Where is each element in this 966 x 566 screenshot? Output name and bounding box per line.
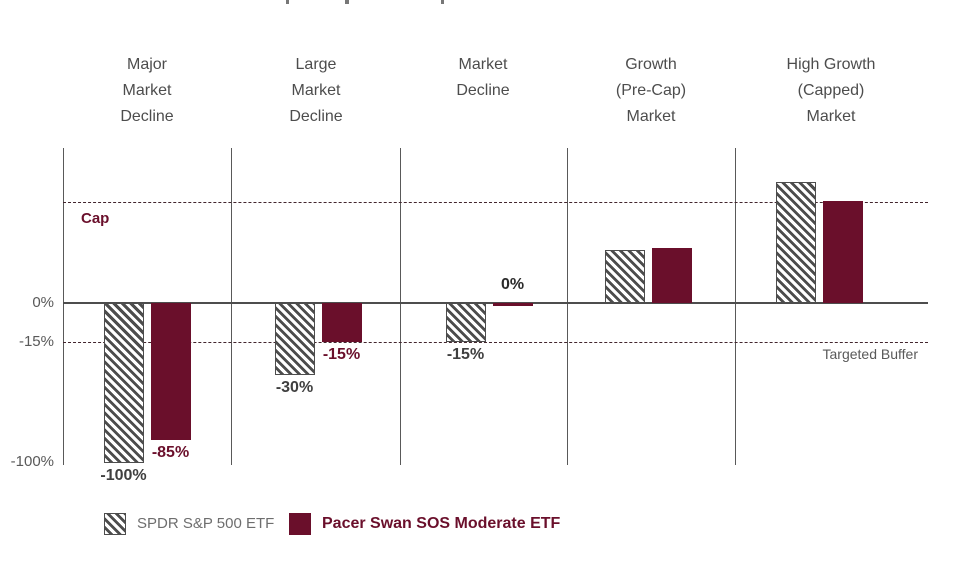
column-separator <box>400 148 401 465</box>
column-header: Large Market Decline <box>289 56 343 125</box>
column-header: High Growth (Capped) Market <box>786 56 876 125</box>
bar-pacer-3 <box>492 303 533 306</box>
cap-annotation: Cap <box>81 210 110 227</box>
column-header: Market Decline <box>456 56 510 99</box>
pacer-solid-swatch-icon <box>289 513 311 535</box>
y-axis-line <box>63 148 64 465</box>
value-label-spdr-3: -15% <box>446 346 485 363</box>
y-axis-label: 0% <box>32 294 54 311</box>
y-axis-label: -100% <box>10 453 54 470</box>
value-label-pacer-1: -85% <box>151 444 190 461</box>
targeted-buffer-annotation: Targeted Buffer <box>822 346 918 362</box>
column-header: Growth (Pre-Cap) Market <box>615 56 687 125</box>
value-label-pacer-2: -15% <box>322 346 361 363</box>
clipped-title-fragment <box>345 0 349 4</box>
column-separator <box>231 148 232 465</box>
bar-spdr-5 <box>775 182 816 303</box>
targeted-buffer-line <box>63 342 928 343</box>
legend-label-pacer: Pacer Swan SOS Moderate ETF <box>322 515 561 532</box>
value-label-pacer-3: 0% <box>500 276 525 293</box>
clipped-title-fragment <box>286 0 289 4</box>
bar-spdr-3 <box>445 303 486 342</box>
value-label-spdr-2: -30% <box>275 379 314 396</box>
bar-pacer-4 <box>651 248 692 303</box>
bar-pacer-1 <box>150 303 191 440</box>
bar-pacer-5 <box>822 201 863 303</box>
cap-line <box>63 202 928 203</box>
clipped-title-fragment <box>441 0 444 4</box>
bar-pacer-2 <box>321 303 362 342</box>
column-separator <box>735 148 736 465</box>
bar-spdr-1 <box>103 303 144 463</box>
column-separator <box>567 148 568 465</box>
legend-label-spdr: SPDR S&P 500 ETF <box>137 515 275 532</box>
bar-spdr-4 <box>604 250 645 303</box>
spdr-hatched-swatch-icon <box>104 513 126 535</box>
value-label-spdr-1: -100% <box>100 467 147 484</box>
bar-spdr-2 <box>274 303 315 375</box>
y-axis-label: -15% <box>18 333 54 350</box>
column-header: Major Market Decline <box>120 56 174 125</box>
